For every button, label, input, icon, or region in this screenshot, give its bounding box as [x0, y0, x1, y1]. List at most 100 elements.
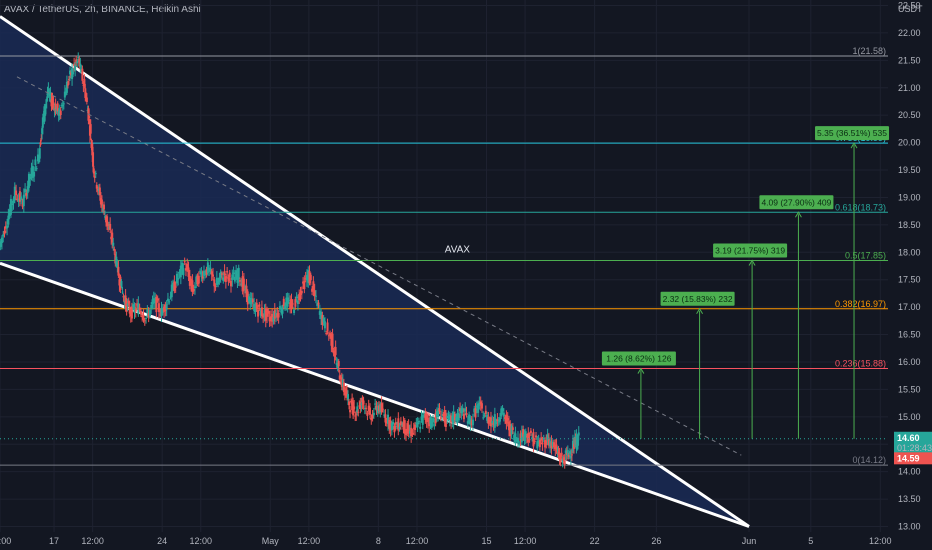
- candle-body: [572, 443, 575, 449]
- candle-body: [230, 280, 233, 287]
- target-label-box: [713, 243, 788, 258]
- candle-body: [122, 295, 125, 298]
- candle-body: [244, 287, 247, 289]
- candle-body: [311, 288, 314, 292]
- x-tick-label: 15: [481, 536, 491, 546]
- candle-body: [172, 282, 175, 289]
- candle-body: [326, 322, 329, 332]
- candle-body: [403, 420, 406, 434]
- candle-body: [388, 419, 391, 429]
- candle-body: [245, 285, 248, 298]
- y-tick-label: 19.00: [898, 192, 921, 202]
- candle-body: [53, 107, 56, 111]
- candle-body: [190, 278, 193, 286]
- second-price-bg: [894, 452, 932, 465]
- candle-body: [128, 306, 131, 314]
- y-tick-label: 16.00: [898, 357, 921, 367]
- candle-body: [393, 425, 396, 433]
- candle-body: [557, 451, 560, 455]
- candle-body: [85, 97, 88, 102]
- candle-body: [433, 424, 436, 426]
- candle-body: [130, 306, 133, 319]
- candle-body: [350, 400, 353, 403]
- candle-body: [387, 414, 390, 424]
- candle-body: [469, 418, 472, 425]
- candle-body: [119, 276, 122, 291]
- candle-body: [561, 458, 564, 462]
- candle-body: [497, 421, 500, 423]
- candle-body: [353, 406, 356, 410]
- candle-body: [464, 408, 467, 412]
- candle-body: [92, 168, 95, 174]
- candle-body: [366, 413, 369, 416]
- candle-body: [359, 401, 362, 410]
- candle-body: [443, 409, 446, 423]
- x-tick-label: 12:00: [81, 536, 104, 546]
- candle-body: [340, 377, 343, 387]
- candle-body: [337, 361, 340, 367]
- candle-body: [402, 422, 405, 430]
- candle-body: [46, 93, 49, 96]
- candle-body: [293, 309, 296, 313]
- candle-body: [104, 216, 107, 218]
- candle-body: [542, 438, 545, 440]
- candle-body: [546, 434, 549, 441]
- y-tick-label: 19.50: [898, 165, 921, 175]
- candle-body: [317, 302, 320, 305]
- candle-body: [351, 400, 354, 410]
- candle-body: [76, 61, 79, 64]
- candle-body: [398, 427, 401, 430]
- candle-body: [9, 199, 12, 215]
- candle-body: [332, 350, 335, 354]
- candle-body: [308, 270, 311, 284]
- y-tick-label: 20.00: [898, 138, 921, 148]
- candle-body: [487, 416, 490, 424]
- candle-body: [151, 299, 154, 305]
- candle-body: [136, 304, 139, 306]
- candle-body: [462, 413, 465, 420]
- candle-body: [455, 416, 458, 422]
- candle-body: [495, 421, 498, 425]
- candle-body: [178, 271, 181, 273]
- candle-body: [240, 283, 243, 285]
- candle-body: [196, 275, 199, 285]
- candle-body: [120, 281, 123, 287]
- x-tick-label: 22: [590, 536, 600, 546]
- candle-body: [88, 116, 91, 119]
- candle-body: [21, 204, 24, 207]
- candle-body: [67, 79, 70, 81]
- candle-body: [344, 389, 347, 396]
- candle-body: [182, 268, 185, 276]
- candle-body: [502, 412, 505, 417]
- last-price-label: 14.60: [897, 433, 920, 443]
- candle-body: [456, 412, 459, 420]
- candle-body: [323, 321, 326, 329]
- candle-body: [255, 302, 258, 310]
- candle-body: [501, 407, 504, 412]
- candle-body: [357, 411, 360, 413]
- candle-body: [141, 315, 144, 318]
- candle-body: [118, 279, 121, 286]
- candle-body: [209, 267, 212, 272]
- candle-body: [379, 404, 382, 413]
- candle-body: [235, 270, 238, 278]
- candle-body: [370, 417, 373, 421]
- candle-body: [569, 456, 572, 458]
- candle-body: [320, 311, 323, 320]
- candle-body: [31, 166, 34, 178]
- candle-body: [17, 198, 20, 202]
- candle-body: [181, 262, 184, 270]
- candle-body: [410, 427, 413, 437]
- candle-body: [156, 298, 159, 301]
- candle-body: [41, 117, 44, 128]
- candle-body: [498, 417, 501, 422]
- candle-body: [358, 405, 361, 407]
- candle-body: [374, 403, 377, 405]
- candle-body: [259, 310, 262, 316]
- candle-body: [441, 414, 444, 416]
- candle-body: [70, 72, 73, 76]
- candle-body: [95, 184, 98, 189]
- time-axis[interactable]: 12:00 17 12:00 24 12:00 May 12:00 8 12:00 15 12:00…: [0, 536, 892, 546]
- candle-body: [84, 88, 87, 98]
